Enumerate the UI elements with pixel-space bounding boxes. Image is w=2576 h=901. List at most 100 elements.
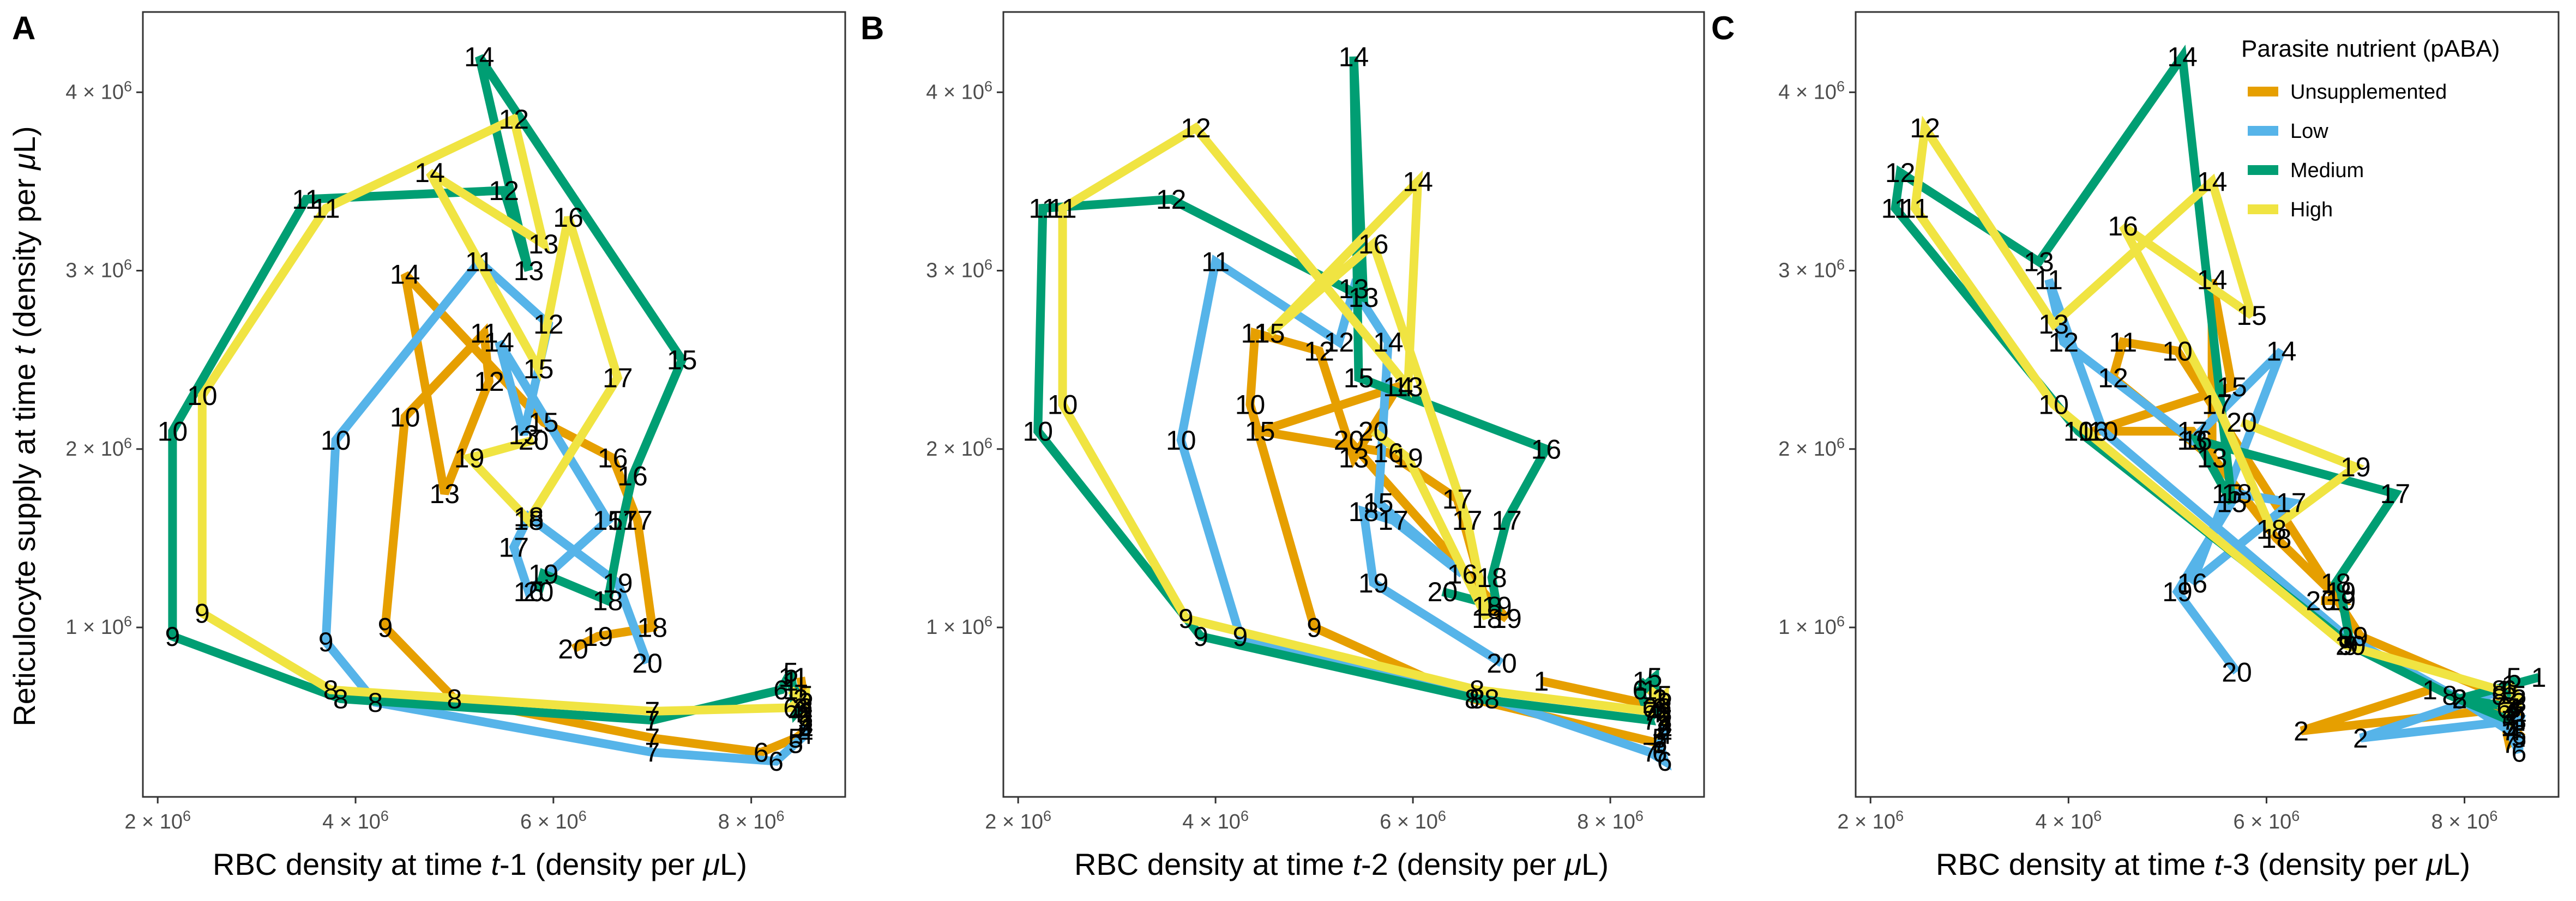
panel-a-point-label: 7: [645, 737, 660, 768]
panel-b-point-label: 5: [1657, 680, 1672, 711]
panel-b-point-label: 15: [1255, 318, 1285, 349]
panel-b-point-label: 10: [1166, 425, 1196, 456]
panel-a-point-label: 9: [165, 621, 180, 652]
panel-b-point-label: 13: [1349, 282, 1379, 313]
panel-a-point-label: 10: [187, 380, 218, 411]
panel-b-point-label: 15: [1344, 362, 1374, 393]
panel-c-point-label: 12: [2048, 327, 2079, 358]
panel-c-point-label: 16: [2182, 425, 2212, 456]
panel-c-point-label: 2: [2353, 723, 2368, 754]
panel-b-point-label: 14: [1339, 41, 1369, 72]
panel-a-series-low-line: [321, 255, 810, 766]
panel-c-point-label: 2: [2511, 684, 2526, 715]
panel-b-point-label: 12: [1304, 336, 1334, 366]
panel-a-point-label: 4: [788, 698, 803, 729]
panel-c-point-label: 20: [2222, 657, 2252, 687]
panel-a-point-label: 8: [333, 684, 348, 715]
panel-c-y-tick-label: 2 × 106: [1778, 435, 1845, 461]
panel-b-point-label: 2: [1657, 693, 1672, 723]
panel-a-y-tick-label: 3 × 106: [65, 257, 132, 282]
panel-c-point-label: 13: [2038, 309, 2069, 340]
panel-b-point-label: 13: [1339, 443, 1369, 474]
panel-b-point-label: 13: [1393, 372, 1423, 402]
panel-b-point-label: 18: [1477, 563, 1507, 593]
panel-c-point-label: 1: [2422, 675, 2437, 705]
panel-a-point-label: 2: [793, 684, 808, 715]
panel-b-point-label: 6: [1652, 737, 1668, 768]
panel-b-point-label: 9: [1193, 621, 1208, 652]
panel-b-point-label: 7: [1642, 696, 1658, 727]
panel-c-point-label: 9: [2338, 621, 2354, 652]
panel-a-point-label: 14: [464, 41, 495, 72]
panel-a-point-label: 2: [798, 693, 813, 723]
panel-b-point-label: 6: [1632, 675, 1647, 705]
panel-b-point-label: 20: [1486, 648, 1517, 679]
panel-b-point-label: 17: [1452, 505, 1483, 536]
panel-c-point-label: 6: [2496, 693, 2512, 723]
legend-label-medium: Medium: [2290, 159, 2364, 182]
panel-c-point-label: 7: [2501, 696, 2517, 727]
panel-b-point-label: 16: [1447, 559, 1478, 589]
panel-a-point-label: 8: [323, 675, 339, 705]
panel-c-point-label: 16: [2108, 211, 2138, 241]
panel-b-point-label: 10: [1022, 416, 1053, 447]
panel-c-point-label: 20: [2336, 630, 2366, 661]
panel-c-point-label: 19: [2326, 577, 2356, 607]
panel-b-point-label: 9: [1178, 603, 1194, 634]
panel-a-point-label: 18: [514, 502, 544, 533]
panel-a-point-label: 8: [447, 684, 462, 715]
panel-c-point-label: 18: [2222, 479, 2252, 509]
panel-a-x-tick-label: 6 × 106: [520, 808, 587, 833]
panel-c-point-label: 6: [2511, 737, 2526, 768]
panel-a-point-label: 15: [528, 407, 559, 438]
panel-b-point-label: 19: [1482, 591, 1512, 621]
panel-a-point-label: 6: [754, 737, 769, 768]
panel-b-point-label: 6: [1657, 746, 1672, 777]
panel-a-point-label: 12: [498, 104, 529, 135]
panel-a: 1234567891011121314151617181920123456789…: [12, 10, 846, 881]
panel-c-point-label: 9: [2343, 630, 2358, 661]
panel-b-point-label: 20: [1358, 416, 1389, 447]
panel-a-letter: A: [12, 10, 35, 46]
panel-a-x-tick-label: 4 × 106: [322, 808, 389, 833]
panel-a-point-label: 1: [783, 675, 798, 705]
panel-a-point-label: 10: [390, 402, 420, 432]
panel-a-point-label: 16: [598, 443, 628, 474]
panel-c-x-ticks: 2 × 106 4 × 106 6 × 106 8 × 106: [1837, 797, 2497, 833]
panel-b-point-label: 3: [1657, 705, 1672, 736]
panel-c-point-label: 11: [1881, 193, 1910, 224]
panel-a-point-label: 15: [523, 354, 554, 384]
panel-c-point-label: 14: [2197, 264, 2228, 295]
panel-c-point-label: 5: [2511, 723, 2526, 754]
panel-c-point-label: 8: [2452, 684, 2467, 715]
panel-c-point-label: 4: [2501, 698, 2517, 729]
panel-a-point-label: 6: [768, 746, 784, 777]
panel-a-point-label: 2: [798, 687, 813, 718]
panel-b: 1234567891011121314151617181920123456789…: [860, 10, 1705, 881]
panel-c-point-label: 17: [2177, 416, 2207, 447]
panel-b-point-label: 1: [1642, 675, 1658, 705]
panel-a-point-label: 7: [645, 705, 660, 736]
panel-b-point-label: 10: [1235, 390, 1266, 420]
panel-c-y-tick-label: 3 × 106: [1778, 257, 1845, 282]
panel-b-point-label: 8: [1470, 684, 1485, 715]
panel-c-x-tick-label: 4 × 106: [2035, 808, 2102, 833]
panel-b-point-label: 11: [1049, 193, 1077, 224]
panel-a-point-label: 17: [498, 532, 529, 563]
panel-a-point-label: 6: [783, 693, 798, 723]
panel-a-x-tick-label: 2 × 106: [124, 808, 191, 833]
panel-b-point-labels: 1234567891011121314151617181920123456789…: [1022, 41, 1672, 777]
legend-item-high: High: [2248, 198, 2333, 221]
panel-b-point-label: 16: [1531, 434, 1562, 464]
panel-c-point-label: 14: [2197, 166, 2228, 197]
panel-b-point-label: 8: [1465, 684, 1480, 715]
panel-b-point-label: 20: [1334, 425, 1364, 456]
panel-c-y-ticks: 1 × 106 2 × 106 3 × 106 4 × 106: [1778, 78, 1856, 639]
panel-a-point-label: 9: [195, 598, 210, 628]
panel-b-series-lines: [1033, 56, 1672, 771]
panel-b-point-label: 11: [1201, 247, 1230, 277]
panel-a-point-label: 6: [773, 675, 789, 705]
panel-c-point-label: 4: [2511, 702, 2526, 732]
panel-a-series-lines: [168, 54, 810, 766]
